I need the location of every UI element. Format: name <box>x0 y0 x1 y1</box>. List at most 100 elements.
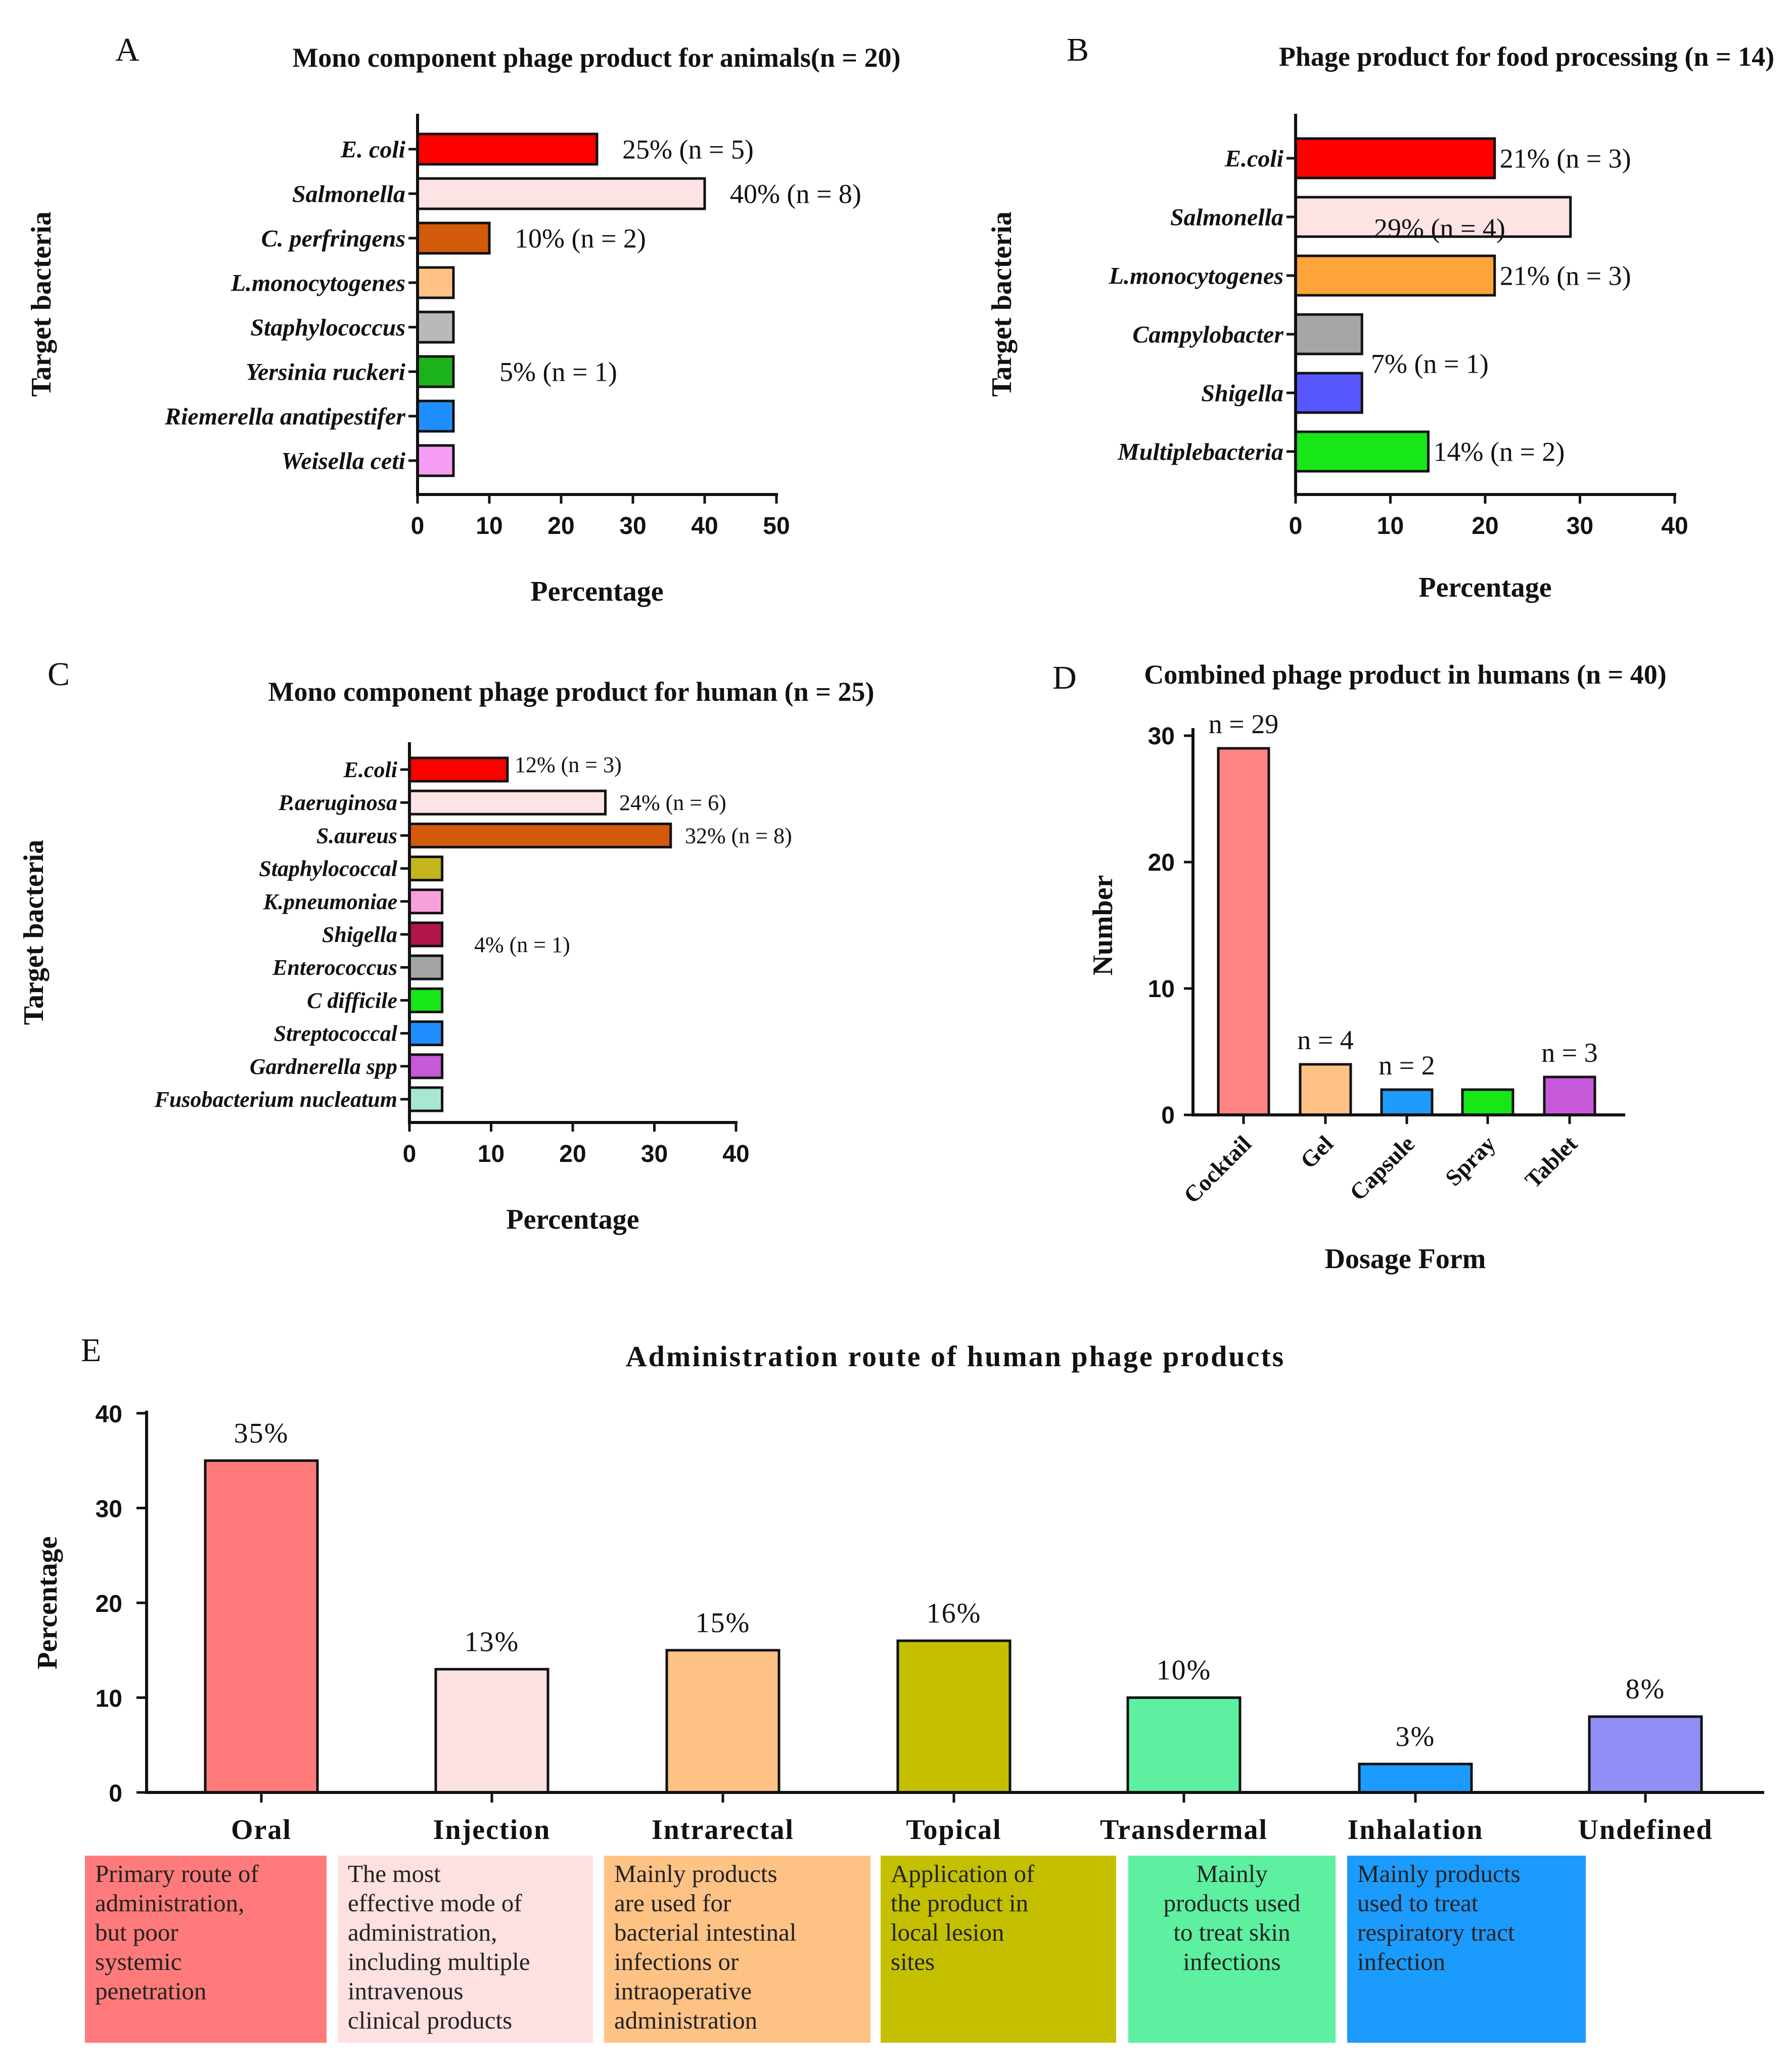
panel-e-description-box-intrarectal <box>604 1856 870 2043</box>
panel-e-description-line: administration, <box>348 1918 497 1946</box>
panel-e-description-line: intraoperative <box>614 1977 752 2005</box>
panel-e-value-label-inhalation: 3% <box>1396 1721 1436 1753</box>
panel-a-category-salmonella: Salmonella <box>292 181 405 207</box>
panel-e-description-box-oral <box>85 1856 327 2043</box>
panel-a-bar-salmonella <box>416 177 706 210</box>
panel-b-bar-l-monocytogenes <box>1294 254 1496 297</box>
panel-a-category-riemerella-anatipestifer: Riemerella anatipestifer <box>164 403 406 430</box>
panel-e-description-line: Mainly products <box>614 1860 777 1888</box>
panel-c-bar-s-aureus <box>408 822 672 848</box>
panel-a-x-tick-label-10: 10 <box>476 513 502 540</box>
panel-e-description-line: penetration <box>95 1977 206 2005</box>
panel-e-category-intrarectal: Intrarectal <box>652 1814 794 1846</box>
panel-e-y-tick-label-40: 40 <box>96 1401 122 1428</box>
panel-e-chart: E Administration route of human phage pro… <box>32 1332 1764 2043</box>
panel-e-category-inhalation: Inhalation <box>1348 1814 1484 1846</box>
panel-c-category-c-difficile: C difficile <box>307 988 397 1013</box>
panel-c-value-label-p-aeruginosa: 24% (n = 6) <box>619 790 726 815</box>
panel-d-value-label-capsule: n = 2 <box>1379 1050 1435 1081</box>
panel-d-category-tablet: Tablet <box>1520 1131 1583 1193</box>
panel-e-category-oral: Oral <box>231 1814 292 1846</box>
panel-b-x-tick-label-10: 10 <box>1377 513 1404 540</box>
panel-e-category-topical: Topical <box>906 1814 1001 1846</box>
panel-e-description-line: including multiple <box>348 1948 530 1975</box>
panel-a-letter: A <box>115 31 140 68</box>
panel-a-bar-e-coli <box>416 132 599 166</box>
panel-c-chart: C Mono component phage product for human … <box>18 656 874 1235</box>
panel-b-category-shigella: Shigella <box>1201 380 1283 407</box>
panel-d-title: Combined phage product in humans (n = 40… <box>1144 659 1667 690</box>
panel-e-description-line: effective mode of <box>348 1889 522 1917</box>
panel-a-title: Mono component phage product for animals… <box>292 42 900 73</box>
panel-c-y-axis-title: Target bacteria <box>18 840 50 1025</box>
panel-b-category-e-coli: E.coli <box>1224 145 1284 172</box>
panel-b-bar-multiplebacteria <box>1294 430 1430 473</box>
panel-e-y-tick-label-30: 30 <box>96 1496 122 1523</box>
panel-c-x-tick-label-40: 40 <box>722 1141 749 1167</box>
panel-b-bar-campylobacter <box>1294 313 1363 355</box>
panel-c-category-e-coli: E.coli <box>343 757 398 782</box>
panel-e-description-line: infections or <box>614 1948 739 1975</box>
panel-e-value-label-transdermal: 10% <box>1157 1655 1212 1686</box>
panel-b-value-label-salmonella: 29% (n = 4) <box>1374 213 1505 243</box>
panel-d-y-tick-label-30: 30 <box>1148 723 1175 750</box>
panel-c-title: Mono component phage product for human (… <box>268 677 875 707</box>
panel-c-bar-gardnerella-spp <box>408 1053 444 1080</box>
panel-e-description-line: systemic <box>95 1948 181 1975</box>
panel-a-category-staphylococcus: Staphylococcus <box>250 314 405 341</box>
panel-e-description-box-topical <box>881 1856 1116 2043</box>
panel-c-bar-p-aeruginosa <box>408 789 607 816</box>
panel-e-title: Administration route of human phage prod… <box>626 1340 1285 1373</box>
panel-c-value-label-shigella: 4% (n = 1) <box>474 932 570 957</box>
panel-c-x-axis-title: Percentage <box>506 1204 639 1235</box>
panel-e-value-label-topical: 16% <box>927 1598 982 1629</box>
panel-b-value-label-campylobacter: 7% (n = 1) <box>1371 348 1489 379</box>
panel-b-x-axis-title: Percentage <box>1418 572 1551 603</box>
panel-c-category-k-pneumoniae: K.pneumoniae <box>263 889 397 914</box>
panel-b-value-label-multiplebacteria: 14% (n = 2) <box>1434 436 1565 467</box>
panel-d-x-axis-title: Dosage Form <box>1325 1243 1486 1275</box>
panel-b-chart: B Phage product for food processing (n = … <box>986 31 1774 603</box>
panel-e-description-line: administration, <box>95 1889 244 1917</box>
panel-e-value-label-injection: 13% <box>465 1626 520 1657</box>
panel-e-description-line: bacterial intestinal <box>614 1918 797 1946</box>
panel-e-category-undefined: Undefined <box>1578 1814 1713 1846</box>
panel-e-description-line: infection <box>1357 1948 1445 1975</box>
panel-d-value-label-cocktail: n = 29 <box>1209 709 1278 739</box>
panel-e-description-line: Application of <box>891 1860 1035 1888</box>
panel-e-bar-transdermal <box>1126 1696 1242 1794</box>
panel-a-x-tick-label-0: 0 <box>411 513 425 540</box>
panel-e-y-tick-label-10: 10 <box>96 1686 122 1713</box>
panel-e-description-line: The most <box>348 1860 441 1888</box>
panel-e-description-line: the product in <box>891 1889 1028 1917</box>
panel-a-bar-c-perfringens <box>416 221 491 255</box>
panel-e-description-line: Mainly <box>1196 1860 1268 1888</box>
panel-d-bar-spray <box>1461 1088 1514 1116</box>
panel-a-chart: A Mono component phage product for animal… <box>26 31 901 607</box>
panel-e-value-label-undefined: 8% <box>1626 1674 1666 1705</box>
panel-a-category-weisella-ceti: Weisella ceti <box>281 447 405 474</box>
panel-a-bar-yersinia-ruckeri <box>416 355 455 388</box>
panel-e-bar-topical <box>896 1639 1012 1794</box>
panel-d-y-tick-label-20: 20 <box>1148 849 1175 876</box>
panel-d-category-spray: Spray <box>1440 1131 1500 1191</box>
panel-e-description-line: but poor <box>95 1918 178 1946</box>
panel-e-y-tick-label-0: 0 <box>109 1780 122 1807</box>
panel-e-description-line: infections <box>1183 1948 1280 1975</box>
panel-c-value-label-e-coli: 12% (n = 3) <box>515 752 622 777</box>
panel-c-x-tick-label-10: 10 <box>478 1141 504 1167</box>
panel-c-bar-streptococcal <box>408 1020 444 1047</box>
panel-e-y-axis-title: Percentage <box>32 1536 63 1669</box>
panel-e-description-line: respiratory tract <box>1357 1918 1515 1946</box>
panel-d-value-label-gel: n = 4 <box>1297 1025 1353 1055</box>
panel-e-bar-oral <box>204 1459 319 1794</box>
panel-d-y-axis-title: Number <box>1087 875 1119 975</box>
panel-d-letter: D <box>1052 659 1077 696</box>
panel-b-title: Phage product for food processing (n = 1… <box>1279 41 1774 72</box>
panel-b-x-tick-label-40: 40 <box>1661 513 1688 540</box>
panel-b-category-campylobacter: Campylobacter <box>1132 321 1284 348</box>
panel-e-category-injection: Injection <box>433 1814 551 1846</box>
